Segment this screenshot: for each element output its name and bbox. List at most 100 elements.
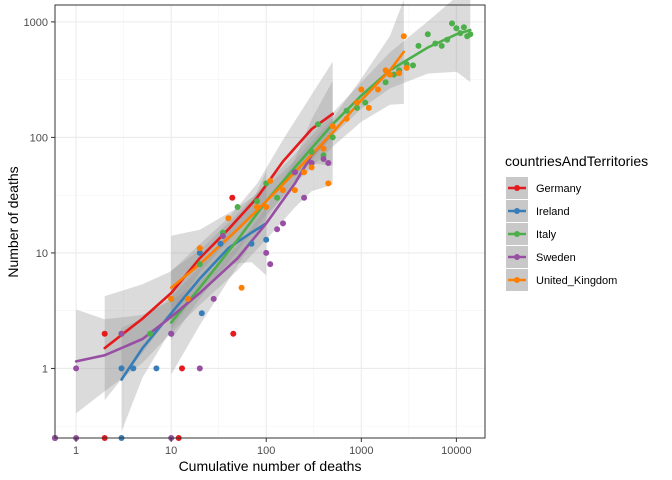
point-sweden xyxy=(118,330,125,337)
point-italy xyxy=(438,42,445,49)
point-united_kingdom xyxy=(291,187,298,194)
point-sweden xyxy=(301,194,308,201)
point-italy xyxy=(234,204,241,210)
confidence-band-united_kingdom xyxy=(171,0,404,340)
legend-key-point-germany xyxy=(514,185,520,191)
point-sweden xyxy=(325,160,332,166)
point-sweden xyxy=(291,169,298,176)
confidence-band-italy xyxy=(171,0,471,375)
point-united_kingdom xyxy=(184,295,191,302)
point-sweden xyxy=(274,226,281,233)
point-ireland xyxy=(196,249,203,256)
point-italy xyxy=(424,31,431,38)
data-points xyxy=(52,20,474,441)
point-italy xyxy=(460,24,467,31)
point-italy xyxy=(382,79,389,86)
y-tick-label: 10 xyxy=(36,248,48,260)
fit-line-germany xyxy=(103,112,334,350)
point-italy xyxy=(432,40,439,47)
y-tick-label: 1 xyxy=(42,363,48,375)
y-tick-label: 100 xyxy=(30,132,48,144)
point-italy xyxy=(362,99,369,106)
point-sweden xyxy=(280,220,286,227)
point-ireland xyxy=(118,365,125,372)
x-tick-label: 1000 xyxy=(349,445,373,457)
confidence-band-sweden xyxy=(76,80,333,414)
point-italy xyxy=(196,261,203,268)
y-axis: 1 10 100 1000 xyxy=(24,17,55,375)
point-united_kingdom xyxy=(308,164,315,171)
point-united_kingdom xyxy=(354,99,360,106)
point-united_kingdom xyxy=(400,33,407,40)
legend-key-point-sweden xyxy=(514,254,520,260)
point-united_kingdom xyxy=(325,180,332,187)
point-italy xyxy=(147,330,154,337)
point-italy xyxy=(453,25,460,32)
point-sweden xyxy=(320,156,327,162)
point-germany xyxy=(230,330,237,337)
point-united_kingdom xyxy=(375,86,381,93)
point-italy xyxy=(274,194,281,201)
point-italy xyxy=(444,36,451,43)
point-united_kingdom xyxy=(254,204,260,210)
point-sweden xyxy=(210,295,217,302)
point-ireland xyxy=(217,240,224,247)
fit-line-ireland xyxy=(120,222,268,381)
x-tick-label: 10 xyxy=(165,445,177,457)
grid xyxy=(55,5,485,438)
point-united_kingdom xyxy=(168,295,175,302)
point-united_kingdom xyxy=(280,187,286,194)
point-italy xyxy=(467,31,474,38)
x-axis-title: Cumulative number of deaths xyxy=(179,458,362,474)
x-axis: 1 10 100 1000 10000 xyxy=(73,438,472,457)
legend-label-united_kingdom: United_Kingdom xyxy=(536,275,617,287)
point-united_kingdom xyxy=(329,123,336,130)
point-ireland xyxy=(248,240,255,247)
point-united_kingdom xyxy=(320,145,327,152)
point-sweden xyxy=(73,365,80,372)
legend-label-sweden: Sweden xyxy=(536,252,576,264)
legend-title: countriesAndTerritories xyxy=(505,153,648,169)
point-united_kingdom xyxy=(301,169,308,176)
point-italy xyxy=(343,107,350,114)
legend-label-germany: Germany xyxy=(536,183,582,195)
point-italy xyxy=(457,30,464,37)
point-united_kingdom xyxy=(386,71,393,78)
confidence-band-germany xyxy=(104,61,333,401)
point-sweden xyxy=(219,233,226,239)
y-axis-title: Number of deaths xyxy=(5,166,21,277)
panel-border xyxy=(54,4,486,439)
legend-label-ireland: Ireland xyxy=(536,206,570,218)
point-ireland xyxy=(198,310,205,317)
point-united_kingdom xyxy=(358,86,365,93)
point-italy xyxy=(315,121,321,128)
point-united_kingdom xyxy=(343,115,350,122)
point-germany xyxy=(179,365,185,372)
point-united_kingdom xyxy=(196,245,203,252)
legend-label-italy: Italy xyxy=(536,229,557,241)
point-ireland xyxy=(153,365,160,372)
point-united_kingdom xyxy=(365,104,372,111)
point-sweden xyxy=(168,330,175,337)
legend-key-point-ireland xyxy=(514,208,520,214)
point-italy xyxy=(308,148,315,155)
point-united_kingdom xyxy=(396,70,403,77)
point-italy xyxy=(410,62,416,69)
y-tick-label: 1000 xyxy=(24,17,48,29)
point-italy xyxy=(254,198,260,205)
point-sweden xyxy=(267,261,274,268)
x-tick-label: 100 xyxy=(257,445,275,457)
legend: countriesAndTerritories Germany Ireland It… xyxy=(505,153,648,291)
point-germany xyxy=(229,194,236,201)
point-italy xyxy=(329,134,336,141)
point-italy xyxy=(449,20,455,27)
point-united_kingdom xyxy=(382,67,389,74)
point-united_kingdom xyxy=(225,215,232,222)
legend-key-point-italy xyxy=(514,231,520,237)
point-united_kingdom xyxy=(403,64,410,71)
point-ireland xyxy=(263,236,270,243)
point-germany xyxy=(101,330,108,337)
panel-background xyxy=(55,5,485,438)
x-tick-label: 10000 xyxy=(441,445,472,457)
